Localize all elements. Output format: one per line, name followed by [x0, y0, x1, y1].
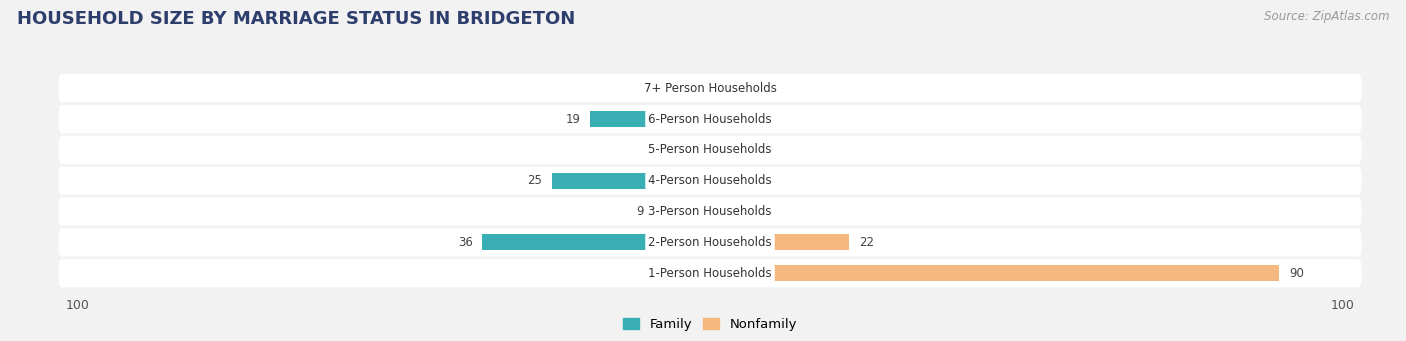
Text: 1-Person Households: 1-Person Households	[648, 267, 772, 280]
Bar	[710, 234, 849, 250]
FancyBboxPatch shape	[59, 197, 1362, 226]
FancyBboxPatch shape	[59, 136, 1362, 164]
FancyBboxPatch shape	[59, 105, 1362, 133]
Text: 5-Person Households: 5-Person Households	[648, 144, 772, 157]
Text: 25: 25	[527, 174, 543, 187]
FancyBboxPatch shape	[59, 259, 1362, 287]
Bar	[710, 265, 1279, 281]
Bar	[482, 234, 710, 250]
Bar	[679, 265, 710, 281]
Text: 9: 9	[636, 205, 644, 218]
Text: 2-Person Households: 2-Person Households	[648, 236, 772, 249]
Bar	[710, 111, 742, 127]
Bar	[710, 80, 742, 96]
Legend: Family, Nonfamily: Family, Nonfamily	[619, 313, 801, 336]
Text: 4-Person Households: 4-Person Households	[648, 174, 772, 187]
Text: 0: 0	[662, 144, 669, 157]
Text: 3-Person Households: 3-Person Households	[648, 205, 772, 218]
Bar	[654, 204, 710, 220]
Bar	[551, 173, 710, 189]
Text: 19: 19	[565, 113, 581, 125]
FancyBboxPatch shape	[59, 166, 1362, 195]
Bar	[710, 204, 742, 220]
Text: 22: 22	[859, 236, 873, 249]
Bar	[679, 80, 710, 96]
Text: 0: 0	[751, 174, 758, 187]
Text: 0: 0	[662, 267, 669, 280]
Text: Source: ZipAtlas.com: Source: ZipAtlas.com	[1264, 10, 1389, 23]
Text: 0: 0	[751, 113, 758, 125]
Bar	[591, 111, 710, 127]
Text: 6-Person Households: 6-Person Households	[648, 113, 772, 125]
Text: 36: 36	[458, 236, 472, 249]
Text: 0: 0	[751, 82, 758, 95]
Text: 0: 0	[751, 205, 758, 218]
FancyBboxPatch shape	[59, 228, 1362, 256]
Text: 0: 0	[662, 82, 669, 95]
Text: 7+ Person Households: 7+ Person Households	[644, 82, 776, 95]
Bar	[710, 173, 742, 189]
Bar	[710, 142, 742, 158]
Text: HOUSEHOLD SIZE BY MARRIAGE STATUS IN BRIDGETON: HOUSEHOLD SIZE BY MARRIAGE STATUS IN BRI…	[17, 10, 575, 28]
FancyBboxPatch shape	[59, 74, 1362, 102]
Text: 90: 90	[1289, 267, 1303, 280]
Text: 0: 0	[751, 144, 758, 157]
Bar	[679, 142, 710, 158]
